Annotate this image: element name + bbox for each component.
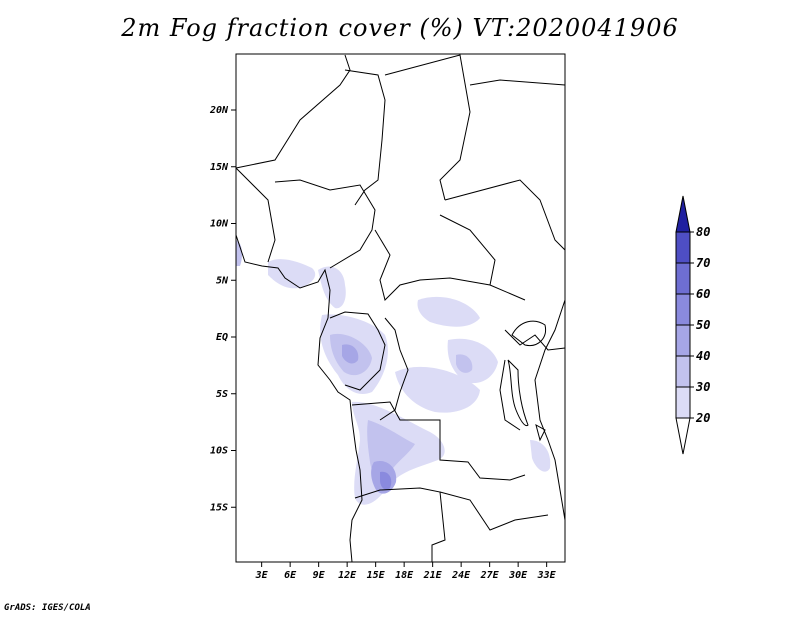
country-border bbox=[469, 79, 566, 86]
country-border bbox=[439, 214, 496, 286]
colorbar-legend: 20 30 40 50 60 70 80 bbox=[675, 195, 710, 455]
colorbar-label: 50 bbox=[696, 318, 710, 332]
fog-patch bbox=[380, 471, 392, 490]
lon-tick-label: 24E bbox=[451, 570, 471, 581]
lon-tick-label: 3E bbox=[255, 570, 269, 581]
country-border bbox=[274, 179, 376, 269]
country-border bbox=[504, 329, 566, 351]
country-border bbox=[439, 491, 549, 531]
country-border bbox=[374, 229, 526, 301]
lat-tick-label: EQ bbox=[216, 332, 228, 343]
lon-tick-label: 30E bbox=[508, 570, 528, 581]
country-border bbox=[499, 359, 521, 431]
lat-tick-label: 20N bbox=[209, 105, 229, 116]
colorbar-segment bbox=[675, 262, 691, 295]
colorbar-segment bbox=[675, 355, 691, 388]
coastline-and-borders bbox=[235, 54, 566, 563]
colorbar-label: 20 bbox=[695, 411, 710, 425]
coastline bbox=[235, 234, 363, 563]
colorbar-lower-extension bbox=[675, 417, 691, 455]
lat-tick-label: 15N bbox=[210, 162, 229, 173]
lat-tick-label: 10N bbox=[210, 219, 229, 230]
lat-tick-label: 5N bbox=[216, 275, 229, 286]
colorbar-segment bbox=[675, 324, 691, 357]
lake-outline bbox=[535, 423, 546, 442]
fog-patch bbox=[318, 266, 346, 309]
colorbar-segment bbox=[675, 386, 691, 419]
colorbar-segment bbox=[675, 231, 691, 264]
fog-patch bbox=[530, 440, 551, 472]
fog-patch bbox=[447, 338, 498, 384]
footer-credit: GrADS: IGES/COLA bbox=[4, 603, 91, 613]
lon-tick-label: 9E bbox=[313, 570, 326, 581]
lon-tick-label: 6E bbox=[284, 570, 297, 581]
country-border bbox=[444, 179, 566, 251]
fog-patch bbox=[395, 366, 480, 413]
fog-patch bbox=[236, 240, 243, 266]
country-border bbox=[235, 54, 351, 169]
colorbar-label: 30 bbox=[695, 380, 710, 394]
colorbar-segment bbox=[675, 293, 691, 326]
country-border bbox=[235, 167, 276, 263]
fog-patch bbox=[456, 354, 473, 373]
lake-outline bbox=[511, 320, 547, 347]
fog-patch bbox=[417, 296, 480, 327]
lat-tick-label: 10S bbox=[210, 446, 228, 457]
lake-outline bbox=[507, 359, 529, 427]
fog-shading-layer bbox=[236, 240, 551, 505]
lat-tick-label: 15S bbox=[210, 502, 228, 513]
coastline-east bbox=[534, 299, 566, 521]
lon-tick-label: 21E bbox=[423, 570, 443, 581]
colorbar-label: 60 bbox=[696, 287, 710, 301]
lon-tick-label: 33E bbox=[537, 570, 557, 581]
fog-patch bbox=[342, 344, 359, 364]
country-border bbox=[344, 69, 386, 206]
lon-tick-label: 12E bbox=[338, 570, 357, 581]
lon-tick-label: 27E bbox=[480, 570, 500, 581]
lat-tick-label: 5S bbox=[216, 389, 228, 400]
country-border bbox=[351, 401, 526, 481]
axis-labels: 20N 15N 10N 5N EQ 5S 10S 15S 3E 6E 9E 12E 15E 18E 21E 2… bbox=[209, 105, 557, 581]
lon-tick-label: 18E bbox=[395, 570, 414, 581]
colorbar-label: 40 bbox=[696, 349, 710, 363]
colorbar-label: 70 bbox=[696, 256, 710, 270]
lon-tick-label: 15E bbox=[367, 570, 386, 581]
axis-ticks bbox=[231, 109, 548, 567]
country-border bbox=[384, 54, 471, 201]
colorbar-upper-extension bbox=[675, 195, 691, 233]
fog-patch bbox=[268, 259, 316, 289]
country-border bbox=[329, 311, 386, 391]
map-frame bbox=[235, 53, 566, 563]
colorbar-label: 80 bbox=[696, 225, 710, 239]
map-title: 2m Fog fraction cover (%) VT:2020041906 bbox=[121, 14, 679, 42]
